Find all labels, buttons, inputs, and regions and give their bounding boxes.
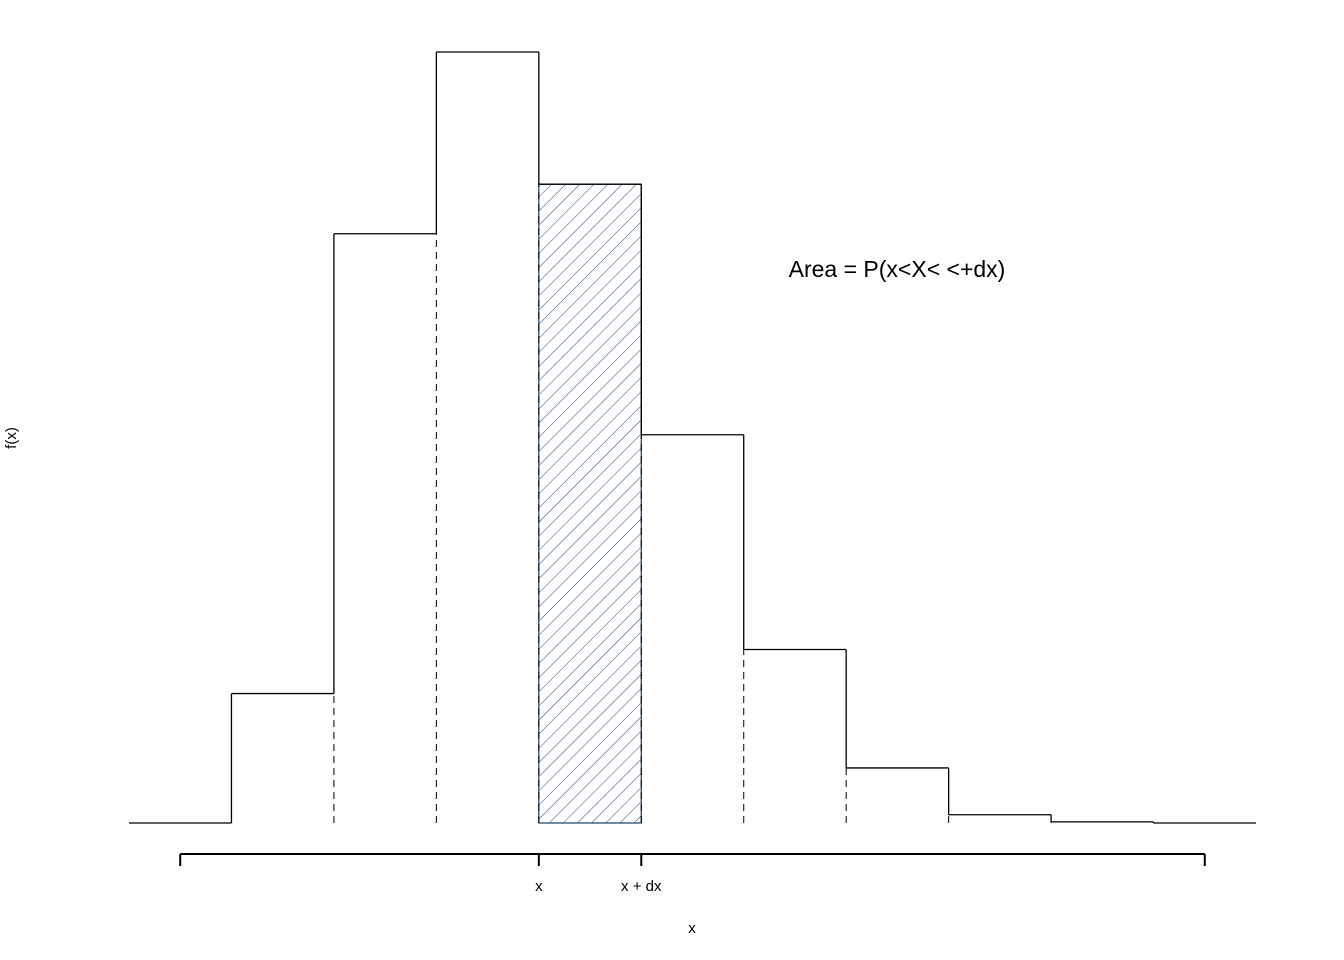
y-axis-label: f(x) — [3, 427, 20, 449]
annotation: Area = P(x<X< <+dx) — [789, 256, 1006, 282]
x-tick-label: x — [535, 878, 543, 895]
x-tick-label: x + dx — [621, 878, 662, 895]
highlight-bar — [538, 183, 642, 824]
x-axis-label: x — [688, 920, 696, 937]
